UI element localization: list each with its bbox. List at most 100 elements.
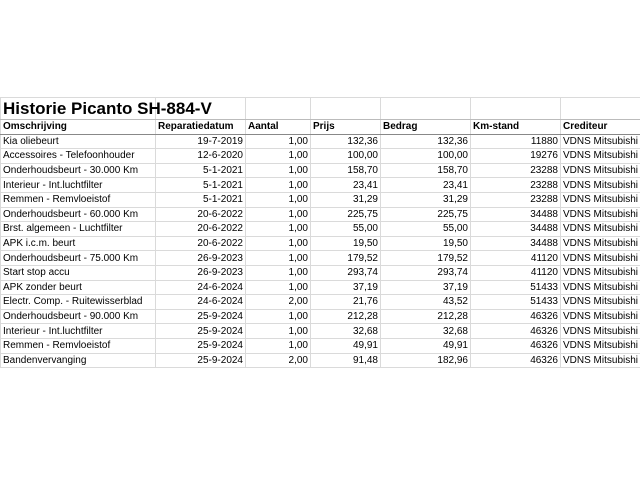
cell: 34488 xyxy=(470,221,561,237)
cell: 1,00 xyxy=(245,177,311,193)
cell: VDNS Mitsubishi xyxy=(560,133,640,150)
cell: VDNS Mitsubishi xyxy=(560,148,640,164)
cell: 41120 xyxy=(470,264,561,281)
cell: 5-1-2021 xyxy=(155,191,246,208)
data-row: APK i.c.m. beurt 20-6-2022 1,00 19,50 19,50 3… xyxy=(0,235,640,252)
cell: 34488 xyxy=(470,235,561,252)
cell: Interieur - Int.luchtfilter xyxy=(0,177,156,193)
cell: VDNS Mitsubishi xyxy=(560,250,640,266)
cell: Reparatiedatum xyxy=(155,119,246,135)
cell: 21,76 xyxy=(310,294,381,310)
cell: 37,19 xyxy=(310,279,381,296)
cell: 100,00 xyxy=(380,148,471,164)
cell: 23,41 xyxy=(310,177,381,193)
header-row: Omschrijving Reparatiedatum Aantal Prijs Bed… xyxy=(0,119,640,135)
cell: APK zonder beurt xyxy=(0,279,156,296)
cell: 25-9-2024 xyxy=(155,352,246,369)
cell: 46326 xyxy=(470,337,561,354)
cell: 158,70 xyxy=(310,162,381,179)
cell: 1,00 xyxy=(245,133,311,150)
cell: 293,74 xyxy=(380,264,471,281)
cell: 1,00 xyxy=(245,337,311,354)
cell: 49,91 xyxy=(310,337,381,354)
cell: 5-1-2021 xyxy=(155,177,246,193)
spreadsheet: Historie Picanto SH-884-V Omschrijving Re… xyxy=(0,97,640,369)
cell: 1,00 xyxy=(245,279,311,296)
cell: VDNS Mitsubishi xyxy=(560,308,640,325)
data-row: Remmen - Remvloeistof 5-1-2021 1,00 31,29 31… xyxy=(0,191,640,208)
cell: Bedrag xyxy=(380,119,471,135)
cell: 132,36 xyxy=(380,133,471,150)
title-row: Historie Picanto SH-884-V xyxy=(0,97,640,120)
cell: 19,50 xyxy=(380,235,471,252)
cell: 20-6-2022 xyxy=(155,221,246,237)
cell: Start stop accu xyxy=(0,264,156,281)
cell: 23288 xyxy=(470,162,561,179)
cell: 23288 xyxy=(470,191,561,208)
cell: 46326 xyxy=(470,308,561,325)
cell: 51433 xyxy=(470,279,561,296)
cell: 2,00 xyxy=(245,352,311,369)
cell: 32,68 xyxy=(380,323,471,339)
cell: APK i.c.m. beurt xyxy=(0,235,156,252)
data-row: Brst. algemeen - Luchtfilter 20-6-2022 1,0… xyxy=(0,221,640,237)
cell: 19,50 xyxy=(310,235,381,252)
data-row: Kia oliebeurt 19-7-2019 1,00 132,36 132,36 11… xyxy=(0,133,640,150)
cell: 1,00 xyxy=(245,206,311,223)
cell: 19-7-2019 xyxy=(155,133,246,150)
cell: 179,52 xyxy=(380,250,471,266)
cell: 182,96 xyxy=(380,352,471,369)
cell: Onderhoudsbeurt - 30.000 Km xyxy=(0,162,156,179)
cell: 20-6-2022 xyxy=(155,206,246,223)
cell: Electr. Comp. - Ruitewisserblad xyxy=(0,294,156,310)
cell: 19276 xyxy=(470,148,561,164)
cell: Remmen - Remvloeistof xyxy=(0,337,156,354)
cell: 132,36 xyxy=(310,133,381,150)
cell: VDNS Mitsubishi xyxy=(560,221,640,237)
cell: 23,41 xyxy=(380,177,471,193)
data-row: Start stop accu 26-9-2023 1,00 293,74 293,74… xyxy=(0,264,640,281)
cell: Crediteur xyxy=(560,119,640,135)
cell: Remmen - Remvloeistof xyxy=(0,191,156,208)
cell: 212,28 xyxy=(380,308,471,325)
cell: Interieur - Int.luchtfilter xyxy=(0,323,156,339)
cell: Brst. algemeen - Luchtfilter xyxy=(0,221,156,237)
data-row: Onderhoudsbeurt - 60.000 Km 20-6-2022 1,00… xyxy=(0,206,640,223)
data-row: Electr. Comp. - Ruitewisserblad 24-6-2024… xyxy=(0,294,640,310)
cell: 34488 xyxy=(470,206,561,223)
cell: 225,75 xyxy=(310,206,381,223)
cell: 1,00 xyxy=(245,221,311,237)
cell: VDNS Mitsubishi xyxy=(560,352,640,369)
cell: 225,75 xyxy=(380,206,471,223)
cell: 32,68 xyxy=(310,323,381,339)
cell: 100,00 xyxy=(310,148,381,164)
data-row: Onderhoudsbeurt - 30.000 Km 5-1-2021 1,00 1… xyxy=(0,162,640,179)
data-row: APK zonder beurt 24-6-2024 1,00 37,19 37,19 5… xyxy=(0,279,640,296)
cell: 212,28 xyxy=(310,308,381,325)
cell: 20-6-2022 xyxy=(155,235,246,252)
cell: 293,74 xyxy=(310,264,381,281)
cell: 25-9-2024 xyxy=(155,337,246,354)
data-row: Bandenvervanging 25-9-2024 2,00 91,48 182,96… xyxy=(0,352,640,369)
cell: 25-9-2024 xyxy=(155,323,246,339)
cell: VDNS Mitsubishi xyxy=(560,337,640,354)
data-row: Remmen - Remvloeistof 25-9-2024 1,00 49,91 4… xyxy=(0,337,640,354)
cell: VDNS Mitsubishi xyxy=(560,279,640,296)
cell: 26-9-2023 xyxy=(155,264,246,281)
cell: 1,00 xyxy=(245,308,311,325)
cell: VDNS Mitsubishi xyxy=(560,235,640,252)
cell: 179,52 xyxy=(310,250,381,266)
cell: VDNS Mitsubishi xyxy=(560,323,640,339)
cell: 23288 xyxy=(470,177,561,193)
cell: Kia oliebeurt xyxy=(0,133,156,150)
cell: 1,00 xyxy=(245,162,311,179)
cell: Onderhoudsbeurt - 75.000 Km xyxy=(0,250,156,266)
cell: Aantal xyxy=(245,119,311,135)
cell: 1,00 xyxy=(245,148,311,164)
cell: 24-6-2024 xyxy=(155,279,246,296)
cell: 55,00 xyxy=(310,221,381,237)
cell: 31,29 xyxy=(380,191,471,208)
cell: 43,52 xyxy=(380,294,471,310)
cell: VDNS Mitsubishi xyxy=(560,264,640,281)
